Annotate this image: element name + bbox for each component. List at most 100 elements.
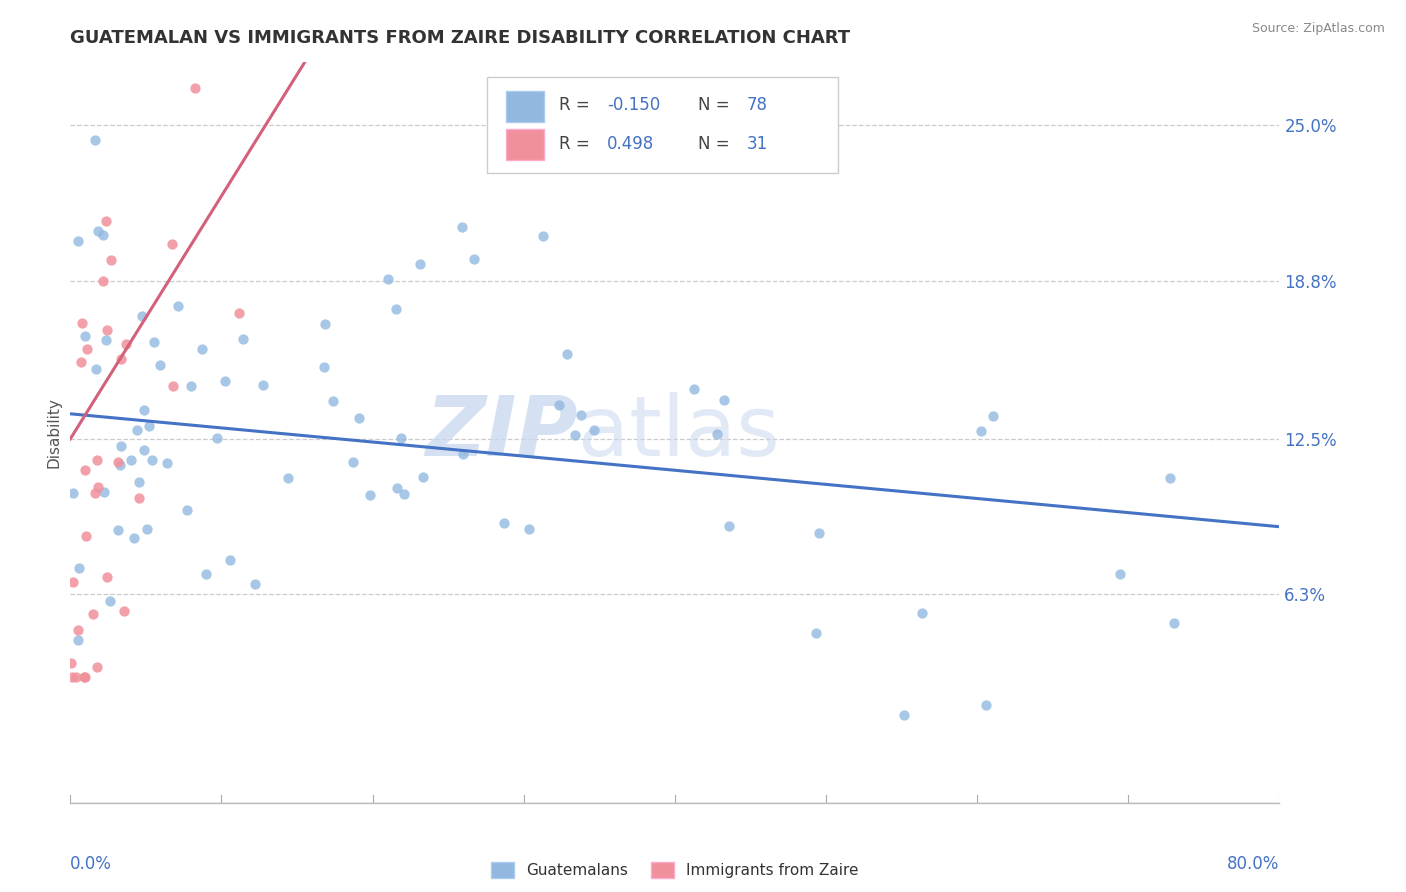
Point xyxy=(384,301,406,316)
Point xyxy=(87,224,110,238)
Point xyxy=(970,424,993,438)
Point xyxy=(62,485,84,500)
Point xyxy=(893,707,915,722)
Point xyxy=(412,470,434,484)
Point xyxy=(73,670,96,684)
Point xyxy=(96,334,118,348)
Point xyxy=(112,604,135,618)
Point xyxy=(94,214,117,228)
Point xyxy=(132,443,155,458)
Point xyxy=(115,336,138,351)
Text: 31: 31 xyxy=(747,135,768,153)
Point xyxy=(76,342,98,356)
Point xyxy=(96,570,118,584)
Point xyxy=(1163,616,1185,631)
Point xyxy=(385,482,408,496)
Point xyxy=(564,428,586,442)
Point xyxy=(180,378,202,392)
Point xyxy=(359,488,381,502)
Point xyxy=(67,561,90,575)
Point xyxy=(135,522,157,536)
Point xyxy=(322,393,344,408)
Text: 0.498: 0.498 xyxy=(607,135,654,153)
Point xyxy=(582,423,605,437)
Point xyxy=(167,300,190,314)
Point xyxy=(451,447,474,461)
Point xyxy=(718,519,741,533)
Text: GUATEMALAN VS IMMIGRANTS FROM ZAIRE DISABILITY CORRELATION CHART: GUATEMALAN VS IMMIGRANTS FROM ZAIRE DISA… xyxy=(70,29,851,47)
Point xyxy=(349,411,371,425)
Text: atlas: atlas xyxy=(578,392,780,473)
Point xyxy=(713,393,735,408)
Point xyxy=(131,309,153,323)
Point xyxy=(62,574,84,589)
Point xyxy=(408,258,430,272)
Point xyxy=(83,485,105,500)
Y-axis label: Disability: Disability xyxy=(46,397,62,468)
Point xyxy=(69,355,91,369)
Point xyxy=(98,594,121,608)
Point xyxy=(389,431,412,445)
Point xyxy=(141,452,163,467)
Point xyxy=(87,480,110,494)
Point xyxy=(70,317,93,331)
Point xyxy=(569,408,592,422)
Point xyxy=(110,439,132,453)
Point xyxy=(143,334,166,349)
Text: ZIP: ZIP xyxy=(426,392,578,473)
Point xyxy=(277,471,299,485)
Point xyxy=(974,698,997,712)
Point xyxy=(60,670,83,684)
Point xyxy=(107,455,129,469)
Point xyxy=(547,399,569,413)
Point xyxy=(67,623,90,637)
Point xyxy=(463,252,485,267)
Point xyxy=(91,274,114,288)
Point xyxy=(377,271,399,285)
Point xyxy=(65,670,87,684)
Point xyxy=(108,458,131,472)
Text: -0.150: -0.150 xyxy=(607,96,661,114)
Point xyxy=(184,80,207,95)
Point xyxy=(555,347,578,361)
Point xyxy=(83,133,105,147)
Point xyxy=(149,358,172,372)
Point xyxy=(911,606,934,620)
Point xyxy=(66,633,89,648)
Point xyxy=(195,567,218,582)
Point xyxy=(86,660,108,674)
Text: 0.0%: 0.0% xyxy=(70,855,112,872)
Point xyxy=(314,318,336,332)
Point xyxy=(93,485,115,500)
Point xyxy=(252,378,274,392)
Point xyxy=(243,577,266,591)
Point xyxy=(75,329,97,343)
Bar xyxy=(506,129,544,161)
Point xyxy=(683,382,706,396)
Point xyxy=(706,427,728,442)
Point xyxy=(342,454,364,468)
Point xyxy=(214,374,236,388)
Point xyxy=(138,418,160,433)
Text: R =: R = xyxy=(558,96,595,114)
Point xyxy=(132,403,155,417)
Point xyxy=(205,431,228,445)
Point xyxy=(1159,471,1181,485)
FancyBboxPatch shape xyxy=(488,78,838,173)
Text: N =: N = xyxy=(697,96,735,114)
Point xyxy=(531,229,554,244)
Point xyxy=(60,656,83,670)
Point xyxy=(110,352,132,367)
Point xyxy=(1109,567,1132,582)
Text: 78: 78 xyxy=(747,96,768,114)
Point xyxy=(494,516,516,531)
Point xyxy=(156,456,179,470)
Point xyxy=(93,227,115,242)
Point xyxy=(128,491,150,506)
Point xyxy=(75,528,97,542)
Point xyxy=(67,235,90,249)
Point xyxy=(519,522,541,536)
Point xyxy=(107,523,129,537)
Point xyxy=(807,525,830,540)
Point xyxy=(981,409,1004,424)
